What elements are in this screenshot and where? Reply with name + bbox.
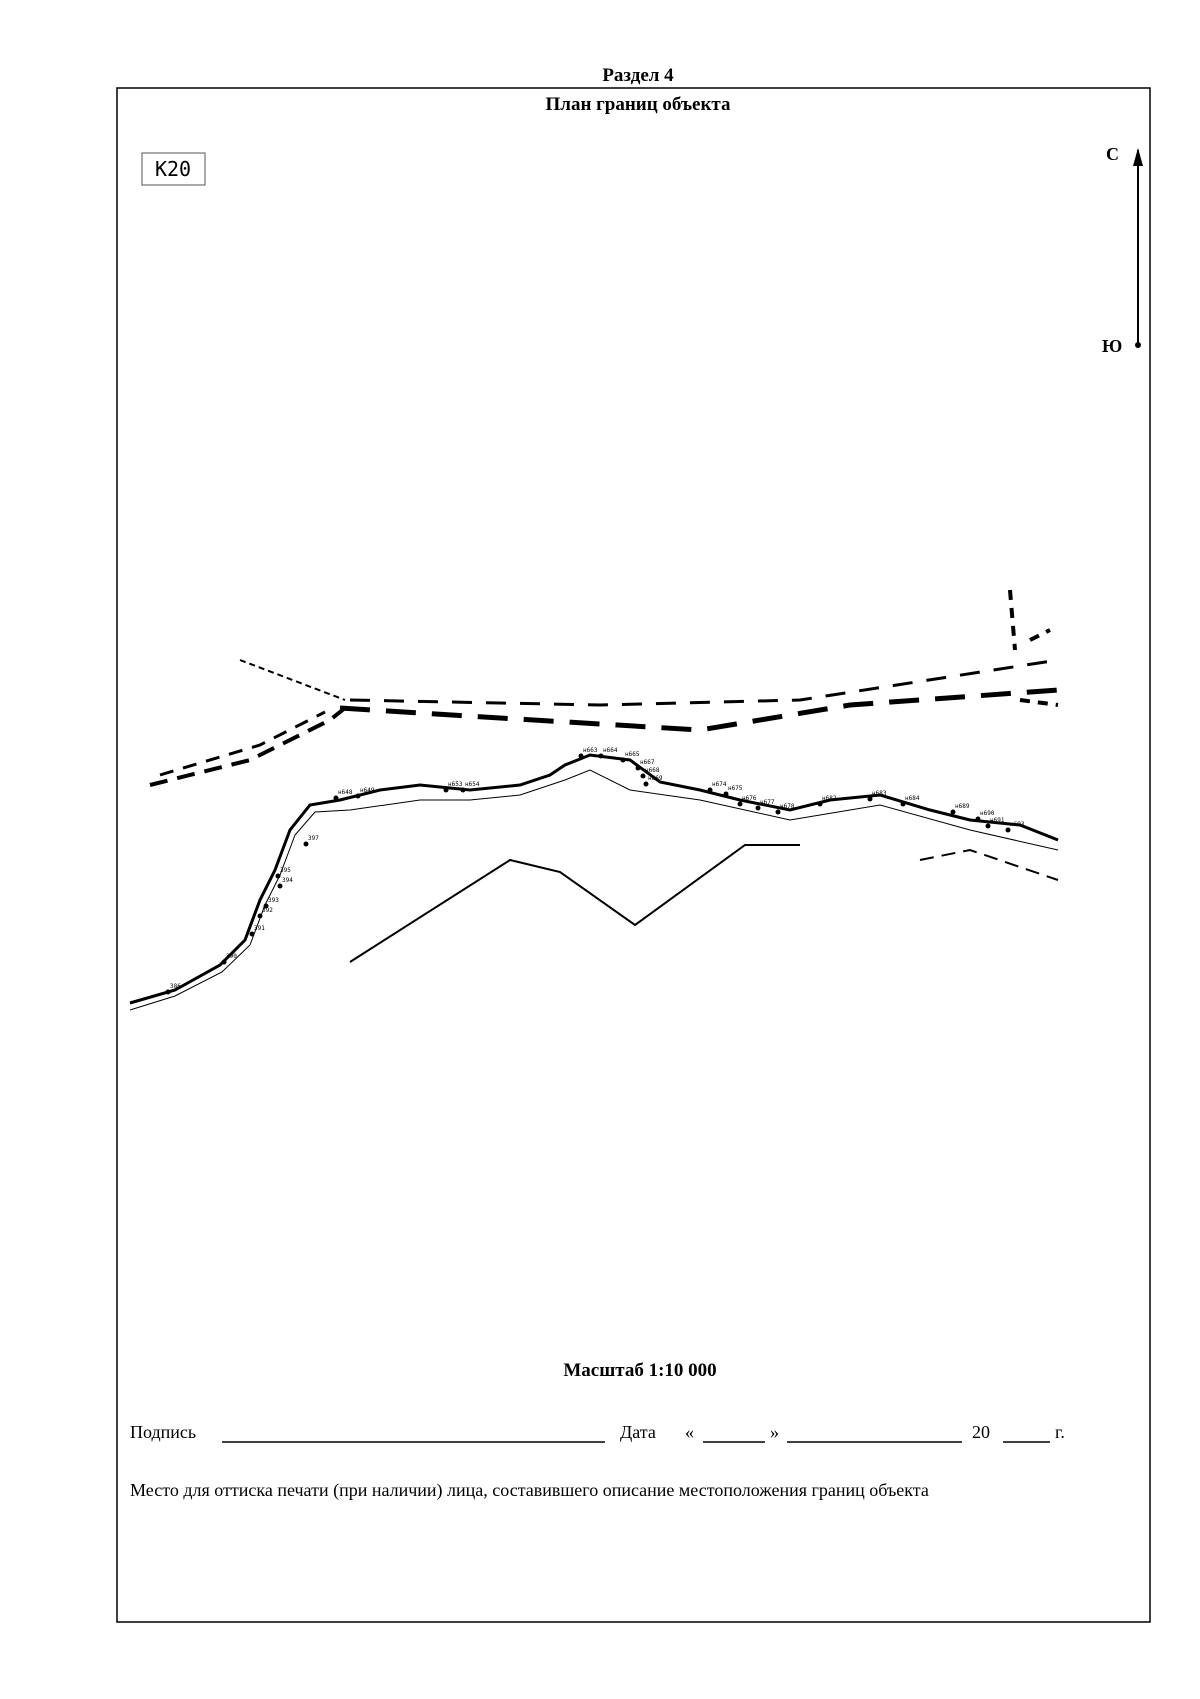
point-label: н676 (742, 795, 757, 802)
boundary (129, 753, 1059, 1005)
point-label: 394 (282, 877, 293, 884)
map (129, 589, 1059, 1011)
point-label: н677 (760, 799, 775, 806)
contour (919, 848, 1059, 881)
point-label: 390 (226, 953, 237, 960)
boundary-point (277, 883, 283, 889)
point-label: 393 (268, 897, 279, 904)
point-label: н675 (728, 785, 743, 792)
boundary-point (707, 787, 713, 793)
signature-label: Подпись (130, 1422, 196, 1442)
boundary-point (578, 753, 584, 759)
boundary-point (303, 841, 309, 847)
point-label: н683 (872, 790, 887, 797)
track (239, 659, 346, 701)
point-label: н678 (780, 803, 795, 810)
boundary-point (950, 809, 956, 815)
boundary-point (737, 801, 743, 807)
point-label: н693 (1010, 821, 1025, 828)
boundary-point (249, 931, 255, 937)
point-label: 386 (170, 983, 181, 990)
boundary-point (165, 989, 171, 995)
point-label: н654 (465, 781, 480, 788)
boundary-point (443, 787, 449, 793)
point-label: н682 (822, 795, 837, 802)
point-label: н691 (990, 817, 1005, 824)
point-label: н684 (905, 795, 920, 802)
boundary-point (1005, 827, 1011, 833)
point-label: н648 (338, 789, 353, 796)
boundary-point (640, 773, 646, 779)
point-labels: н648 н649 н653 н654 н663 н664 н665н667н668н669… (165, 747, 1025, 995)
scale: Масштаб 1:10 000 (563, 1360, 716, 1381)
boundary-point (333, 795, 339, 801)
year-prefix: 20 (972, 1422, 990, 1442)
point-label: 395 (280, 867, 291, 874)
boundary-point (975, 816, 981, 822)
point-label: н649 (360, 787, 375, 794)
point-label: н689 (955, 803, 970, 810)
boundary-point (355, 793, 361, 799)
point-label: н669 (648, 775, 663, 782)
point-label: н653 (448, 781, 463, 788)
boundary-point (755, 805, 761, 811)
year-suffix: г. (1055, 1422, 1065, 1442)
boundary-point (275, 873, 281, 879)
road (349, 658, 1059, 707)
point-label: 392 (262, 907, 273, 914)
boundary-point (985, 823, 991, 829)
point-label: н664 (603, 747, 618, 754)
sheet-label: К20 (155, 157, 191, 181)
compass-south: Ю (1102, 336, 1122, 356)
point-label: н690 (980, 810, 995, 817)
point-label: н668 (645, 767, 660, 774)
boundary-point (900, 801, 906, 807)
map-detail (1008, 589, 1059, 707)
quote-close: » (770, 1422, 779, 1442)
point-label: н667 (640, 759, 655, 766)
compass-base (1135, 342, 1141, 348)
boundary-point (635, 765, 641, 771)
boundary-point (221, 959, 227, 965)
boundary-point (643, 781, 649, 787)
boundary-point (620, 757, 626, 763)
section-title: Раздел 4 (602, 65, 674, 86)
quote-open: « (685, 1422, 694, 1442)
compass-north: С (1106, 144, 1119, 164)
boundary-point (817, 801, 823, 807)
compass-arrow (1133, 148, 1143, 166)
point-label: н663 (583, 747, 598, 754)
boundary-point (460, 787, 466, 793)
stamp-note: Место для оттиска печати (при наличии) л… (130, 1480, 929, 1501)
road (339, 687, 1059, 733)
boundary-point (257, 913, 263, 919)
boundary-inner (129, 769, 1059, 1011)
point-label: 391 (254, 925, 265, 932)
road (149, 706, 347, 787)
contour (349, 844, 800, 963)
plan-title: План границ объекта (546, 94, 731, 115)
boundary-point (263, 903, 269, 909)
boundary-point (775, 809, 781, 815)
boundary-point (598, 753, 604, 759)
boundary-point (723, 791, 729, 797)
frame (116, 87, 1151, 1623)
point-label: н665 (625, 751, 640, 758)
point-label: н674 (712, 781, 727, 788)
road (159, 710, 326, 777)
boundary-point (867, 796, 873, 802)
point-label: 397 (308, 835, 319, 842)
date-label: Дата (620, 1422, 656, 1442)
sheet-box (141, 152, 206, 186)
